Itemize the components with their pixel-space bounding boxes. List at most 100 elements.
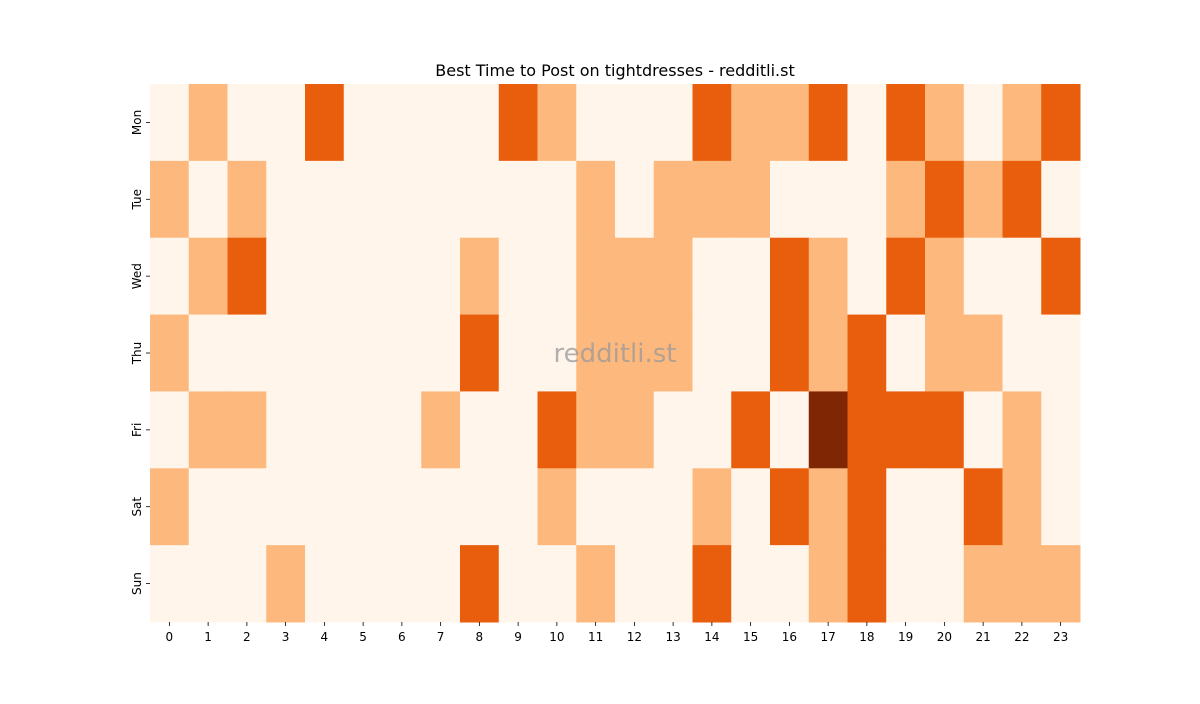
heatmap-cell-sat-17 (808, 468, 848, 546)
heatmap-cell-sat-18 (847, 468, 887, 546)
heatmap-cell-wed-12 (615, 237, 655, 316)
heatmap-cell-mon-22 (1002, 84, 1042, 162)
x-tick-label-17: 17 (820, 630, 835, 644)
y-tick-label-thu: Thu (130, 342, 144, 366)
heatmap-cell-sat-13 (653, 468, 693, 546)
heatmap-cell-tue-9 (498, 160, 538, 239)
heatmap-cell-sun-5 (343, 545, 383, 623)
heatmap-cell-thu-12 (615, 314, 655, 392)
y-tick-label-wed: Wed (130, 263, 144, 289)
heatmap-cell-tue-17 (808, 160, 848, 239)
heatmap-cell-sat-5 (343, 468, 383, 546)
heatmap-cell-mon-4 (305, 84, 345, 162)
heatmap-cell-wed-21 (963, 237, 1003, 316)
heatmap-cell-mon-10 (537, 84, 577, 162)
heatmap-cell-wed-23 (1041, 237, 1081, 316)
heatmap-cell-sun-19 (886, 545, 926, 623)
heatmap-cell-sat-4 (305, 468, 345, 546)
heatmap-cell-thu-20 (925, 314, 965, 392)
heatmap-cell-mon-13 (653, 84, 693, 162)
heatmap-cell-sun-15 (731, 545, 771, 623)
x-tick-label-13: 13 (665, 630, 680, 644)
heatmap-cell-wed-0 (150, 237, 190, 316)
heatmap-cell-fri-2 (227, 391, 267, 469)
heatmap-cell-wed-17 (808, 237, 848, 316)
heatmap-cell-tue-18 (847, 160, 887, 239)
heatmap-cell-thu-9 (498, 314, 538, 392)
heatmap-cell-mon-1 (188, 84, 228, 162)
heatmap-cell-sun-13 (653, 545, 693, 623)
heatmap-cell-fri-6 (382, 391, 422, 469)
heatmap-cell-fri-8 (460, 391, 500, 469)
heatmap-cell-wed-18 (847, 237, 887, 316)
heatmap-cell-mon-2 (227, 84, 267, 162)
y-tick-label-mon: Mon (130, 110, 144, 135)
heatmap-cell-sun-16 (770, 545, 810, 623)
heatmap-cell-mon-5 (343, 84, 383, 162)
heatmap-cell-wed-10 (537, 237, 577, 316)
heatmap-cell-wed-8 (460, 237, 500, 316)
heatmap-cell-sat-7 (421, 468, 461, 546)
x-tick-label-12: 12 (627, 630, 642, 644)
x-tick-label-20: 20 (937, 630, 952, 644)
heatmap-cell-mon-9 (498, 84, 538, 162)
heatmap-cell-sat-3 (266, 468, 306, 546)
heatmap-cell-fri-0 (150, 391, 190, 469)
heatmap-cell-tue-12 (615, 160, 655, 239)
heatmap-cell-sat-20 (925, 468, 965, 546)
x-tick-label-7: 7 (437, 630, 445, 644)
heatmap-cell-fri-22 (1002, 391, 1042, 469)
heatmap-cell-wed-6 (382, 237, 422, 316)
heatmap-cell-mon-19 (886, 84, 926, 162)
heatmap-cell-thu-23 (1041, 314, 1081, 392)
heatmap-cell-sun-12 (615, 545, 655, 623)
heatmap-cell-fri-20 (925, 391, 965, 469)
x-tick-label-14: 14 (704, 630, 719, 644)
heatmap-cell-tue-11 (576, 160, 616, 239)
heatmap-cell-sat-23 (1041, 468, 1081, 546)
heatmap-cell-wed-3 (266, 237, 306, 316)
x-tick-label-6: 6 (398, 630, 406, 644)
heatmap-cell-wed-20 (925, 237, 965, 316)
heatmap-cell-tue-13 (653, 160, 693, 239)
heatmap-cell-wed-19 (886, 237, 926, 316)
x-tick-label-16: 16 (782, 630, 797, 644)
x-tick-label-15: 15 (743, 630, 758, 644)
y-tick-label-tue: Tue (130, 189, 144, 211)
heatmap-cell-thu-17 (808, 314, 848, 392)
heatmap-cell-thu-10 (537, 314, 577, 392)
heatmap-cell-tue-0 (150, 160, 190, 239)
heatmap-cell-wed-4 (305, 237, 345, 316)
heatmap-cell-fri-9 (498, 391, 538, 469)
heatmap-cell-mon-0 (150, 84, 190, 162)
heatmap-cell-thu-18 (847, 314, 887, 392)
x-tick-label-11: 11 (588, 630, 603, 644)
heatmap-cell-fri-17 (808, 391, 848, 469)
x-tick-label-8: 8 (476, 630, 484, 644)
heatmap-cell-fri-16 (770, 391, 810, 469)
heatmap-cell-sun-14 (692, 545, 732, 623)
heatmap-cell-thu-4 (305, 314, 345, 392)
heatmap-cell-mon-12 (615, 84, 655, 162)
heatmap-cell-mon-16 (770, 84, 810, 162)
heatmap-cell-wed-22 (1002, 237, 1042, 316)
heatmap-cell-sat-9 (498, 468, 538, 546)
heatmap-cell-fri-1 (188, 391, 228, 469)
heatmap-cell-thu-16 (770, 314, 810, 392)
heatmap-cell-fri-13 (653, 391, 693, 469)
chart-title: Best Time to Post on tightdresses - redd… (435, 61, 794, 80)
heatmap-cell-sun-3 (266, 545, 306, 623)
heatmap-cell-mon-15 (731, 84, 771, 162)
heatmap-cell-wed-13 (653, 237, 693, 316)
heatmap-cell-sun-0 (150, 545, 190, 623)
heatmap-cell-tue-3 (266, 160, 306, 239)
heatmap-cell-sun-1 (188, 545, 228, 623)
heatmap-cell-sat-16 (770, 468, 810, 546)
heatmap-cell-tue-1 (188, 160, 228, 239)
heatmap-cell-sun-17 (808, 545, 848, 623)
y-tick-label-fri: Fri (130, 423, 144, 437)
heatmap-cell-mon-21 (963, 84, 1003, 162)
x-tick-label-10: 10 (549, 630, 564, 644)
